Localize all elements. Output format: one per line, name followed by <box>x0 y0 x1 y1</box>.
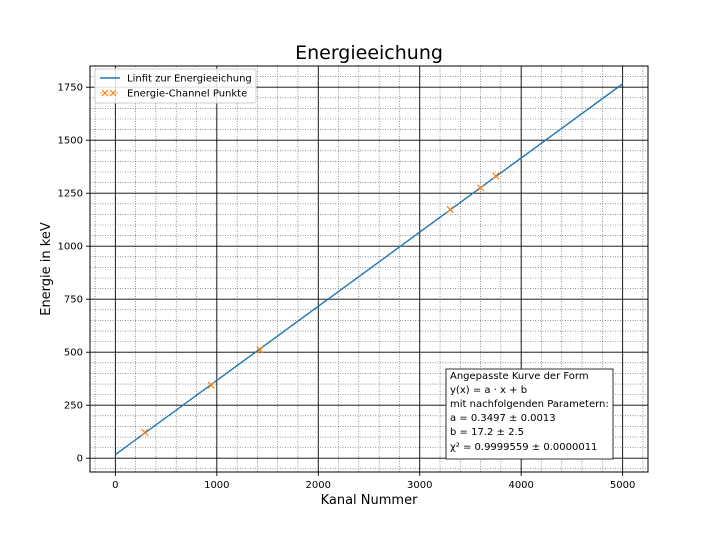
data-point-stroke <box>256 346 264 354</box>
fit-line-group <box>114 83 624 456</box>
annotation-line-6: χ² = 0.9999559 ± 0.0000011 <box>450 442 597 453</box>
y-tick-label: 500 <box>64 348 83 359</box>
annotation-line-5: b = 17.2 ± 2.5 <box>450 427 524 438</box>
y-axis-label: Energie in keV <box>39 222 54 316</box>
data-point <box>207 381 215 389</box>
data-point-stroke <box>446 205 454 214</box>
annotation-line-2: y(x) = a · x + b <box>450 385 527 396</box>
x-tick-label: 5000 <box>610 480 635 491</box>
plot-frame <box>89 65 649 473</box>
y-tick-label: 1750 <box>58 83 83 94</box>
y-tick-label: 1000 <box>58 242 83 253</box>
x-tick-label: 1000 <box>204 480 229 491</box>
y-tick-label: 250 <box>64 401 83 412</box>
fit-parameter-box-frame <box>445 368 614 460</box>
data-point <box>492 172 500 180</box>
data-point-stroke <box>476 184 485 192</box>
x-tick-label: 0 <box>112 480 118 491</box>
data-point-stroke <box>492 172 500 180</box>
annotation-line-3: mit nachfolgenden Parametern: <box>450 399 609 410</box>
legend: Linfit zur Energieeichung Energie-Channe… <box>94 68 257 104</box>
x-axis-label: Kanal Nummer <box>321 493 419 508</box>
legend-box <box>94 68 257 104</box>
data-point <box>446 205 454 214</box>
x-tick-label: 3000 <box>407 480 432 491</box>
x-tick-label: 2000 <box>306 480 331 491</box>
x-tick-label: 4000 <box>508 480 533 491</box>
y-ticks: 0 250 500 750 1000 1250 1500 1750 <box>58 83 90 465</box>
legend-points-label: Energie-Channel Punkte <box>127 89 247 100</box>
y-tick-label: 1250 <box>58 189 83 200</box>
legend-points-marker <box>100 89 120 97</box>
data-point <box>141 428 149 436</box>
data-point <box>256 346 264 354</box>
annotation-line-4: a = 0.3497 ± 0.0013 <box>450 413 556 424</box>
fit-line <box>114 83 624 456</box>
x-ticks: 0 1000 2000 3000 4000 5000 <box>112 472 635 491</box>
annotation-line-1: Angepasste Kurve der Form <box>450 371 589 382</box>
y-tick-label: 0 <box>77 454 83 465</box>
legend-fit-line-label: Linfit zur Energieeichung <box>127 74 252 85</box>
y-tick-label: 750 <box>64 295 83 306</box>
data-point-stroke <box>207 381 215 389</box>
data-point-stroke <box>141 428 149 436</box>
y-tick-label: 1500 <box>58 136 83 147</box>
data-points-group <box>141 172 500 436</box>
fit-parameter-box: Angepasste Kurve der Form y(x) = a · x +… <box>445 368 614 460</box>
chart-title: Energieeichung <box>295 42 443 64</box>
data-point <box>476 184 485 192</box>
